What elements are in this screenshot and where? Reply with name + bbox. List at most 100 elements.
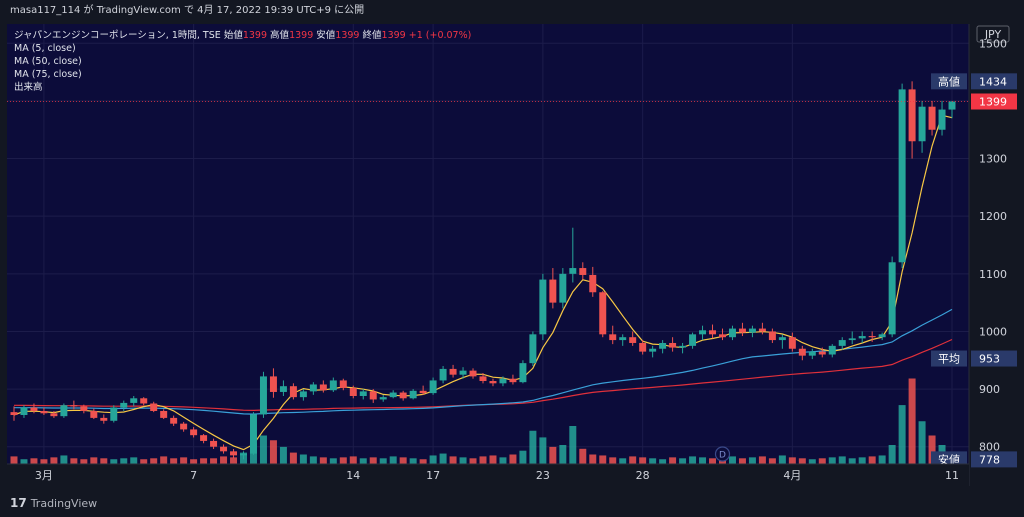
legend-low-label: 安値	[316, 30, 336, 41]
candle-body	[878, 334, 886, 338]
candle	[150, 401, 158, 413]
volume-bar	[908, 378, 916, 464]
volume-bar	[599, 455, 607, 464]
volume-bar	[858, 457, 866, 464]
volume-bar	[70, 458, 78, 464]
candle-body	[509, 378, 517, 383]
volume-bar	[319, 457, 327, 464]
high-tag-value: 1434	[979, 75, 1007, 88]
high-tag-value-bg	[971, 73, 1017, 90]
volume-bar	[419, 459, 427, 464]
candle-body	[529, 334, 537, 364]
candle	[878, 332, 886, 341]
candle	[669, 337, 677, 352]
chart-frame[interactable]: JPY150014001300120011001000900800高値14341…	[7, 24, 1019, 486]
candle	[459, 367, 467, 379]
candle	[80, 404, 88, 414]
candle-body	[429, 380, 437, 394]
candle-body	[808, 351, 816, 356]
volume-bar	[459, 457, 467, 464]
candle	[738, 322, 746, 337]
volume-bar	[689, 456, 697, 464]
candle	[479, 372, 487, 384]
candle-body	[369, 391, 377, 400]
volume-bar	[359, 458, 367, 464]
tradingview-brand: TradingView	[30, 496, 98, 510]
time-tick-label: 3月	[35, 469, 53, 482]
legend-volume[interactable]: 出来高	[14, 82, 43, 93]
candle-body	[709, 330, 717, 335]
volume-bar	[728, 456, 736, 464]
candle	[349, 385, 357, 399]
price-chart[interactable]: JPY150014001300120011001000900800高値14341…	[7, 24, 1019, 486]
legend-ma75[interactable]: MA (75, close)	[14, 69, 82, 80]
price-axis-bg	[969, 24, 1019, 486]
currency-box	[976, 25, 1010, 43]
legend-symbol: ジャパンエンジンコーポレーション, 1時間, TSE	[14, 30, 221, 41]
volume-bar	[619, 458, 627, 464]
price-tick-label: 1000	[979, 325, 1007, 338]
time-tick-label: 14	[346, 469, 360, 482]
candle-body	[728, 328, 736, 338]
candle	[289, 383, 297, 400]
volume-bar	[329, 458, 337, 464]
tradingview-logo[interactable]: 𝟭𝟳 TradingView	[10, 496, 97, 510]
candle	[928, 100, 936, 136]
candle-body	[40, 410, 48, 414]
volume-bar	[519, 450, 527, 464]
candle-body	[240, 453, 247, 456]
chart-legend: ジャパンエンジンコーポレーション, 1時間, TSE 始値1399 高値1399…	[14, 29, 471, 94]
candle	[10, 406, 18, 421]
volume-bar	[818, 458, 826, 464]
candle-body	[599, 292, 607, 335]
candle-body	[10, 412, 18, 416]
price-tick-label: 800	[979, 441, 1000, 454]
candle	[249, 412, 257, 455]
volume-bar	[439, 453, 447, 464]
candle	[549, 268, 557, 309]
currency-label: JPY	[984, 28, 1002, 41]
candle-body	[479, 376, 487, 382]
price-tick-label: 900	[979, 383, 1000, 396]
volume-bar	[539, 437, 547, 464]
volume-bar	[778, 455, 786, 464]
time-tick-label: 7	[190, 469, 197, 482]
candle-body	[768, 331, 776, 341]
volume-bar	[20, 459, 28, 464]
low-tag-value-bg	[971, 451, 1017, 468]
candle-body	[249, 414, 257, 454]
candle	[339, 378, 347, 391]
candle-body	[559, 273, 567, 303]
candle-body	[279, 386, 287, 392]
candle	[499, 376, 507, 387]
candle	[100, 414, 108, 424]
volume-bar	[699, 457, 707, 464]
candle	[190, 427, 198, 438]
candle	[329, 377, 337, 392]
volume-bar	[738, 458, 746, 464]
candle-body	[748, 328, 756, 333]
candle	[778, 334, 786, 349]
candle	[619, 334, 627, 346]
candle-body	[319, 384, 327, 391]
legend-ma50[interactable]: MA (50, close)	[14, 56, 82, 67]
volume-bar	[210, 458, 218, 464]
volume-bar	[659, 459, 667, 464]
volume-bar	[150, 458, 158, 464]
dividend-marker-label: D	[719, 451, 726, 461]
candle-body	[309, 384, 317, 392]
volume-bar	[90, 457, 98, 464]
legend-ma5[interactable]: MA (5, close)	[14, 43, 76, 54]
legend-low-value: 1399	[335, 30, 360, 41]
volume-bar	[848, 458, 856, 464]
candle-body	[788, 337, 796, 349]
volume-bar	[898, 405, 906, 464]
legend-open-label: 始値	[223, 30, 243, 41]
candle-body	[120, 402, 128, 408]
volume-bar	[928, 435, 936, 464]
candle	[449, 364, 457, 378]
candle	[130, 395, 138, 407]
candle-body	[539, 279, 547, 335]
volume-bar	[499, 457, 507, 464]
volume-bar	[140, 459, 148, 464]
